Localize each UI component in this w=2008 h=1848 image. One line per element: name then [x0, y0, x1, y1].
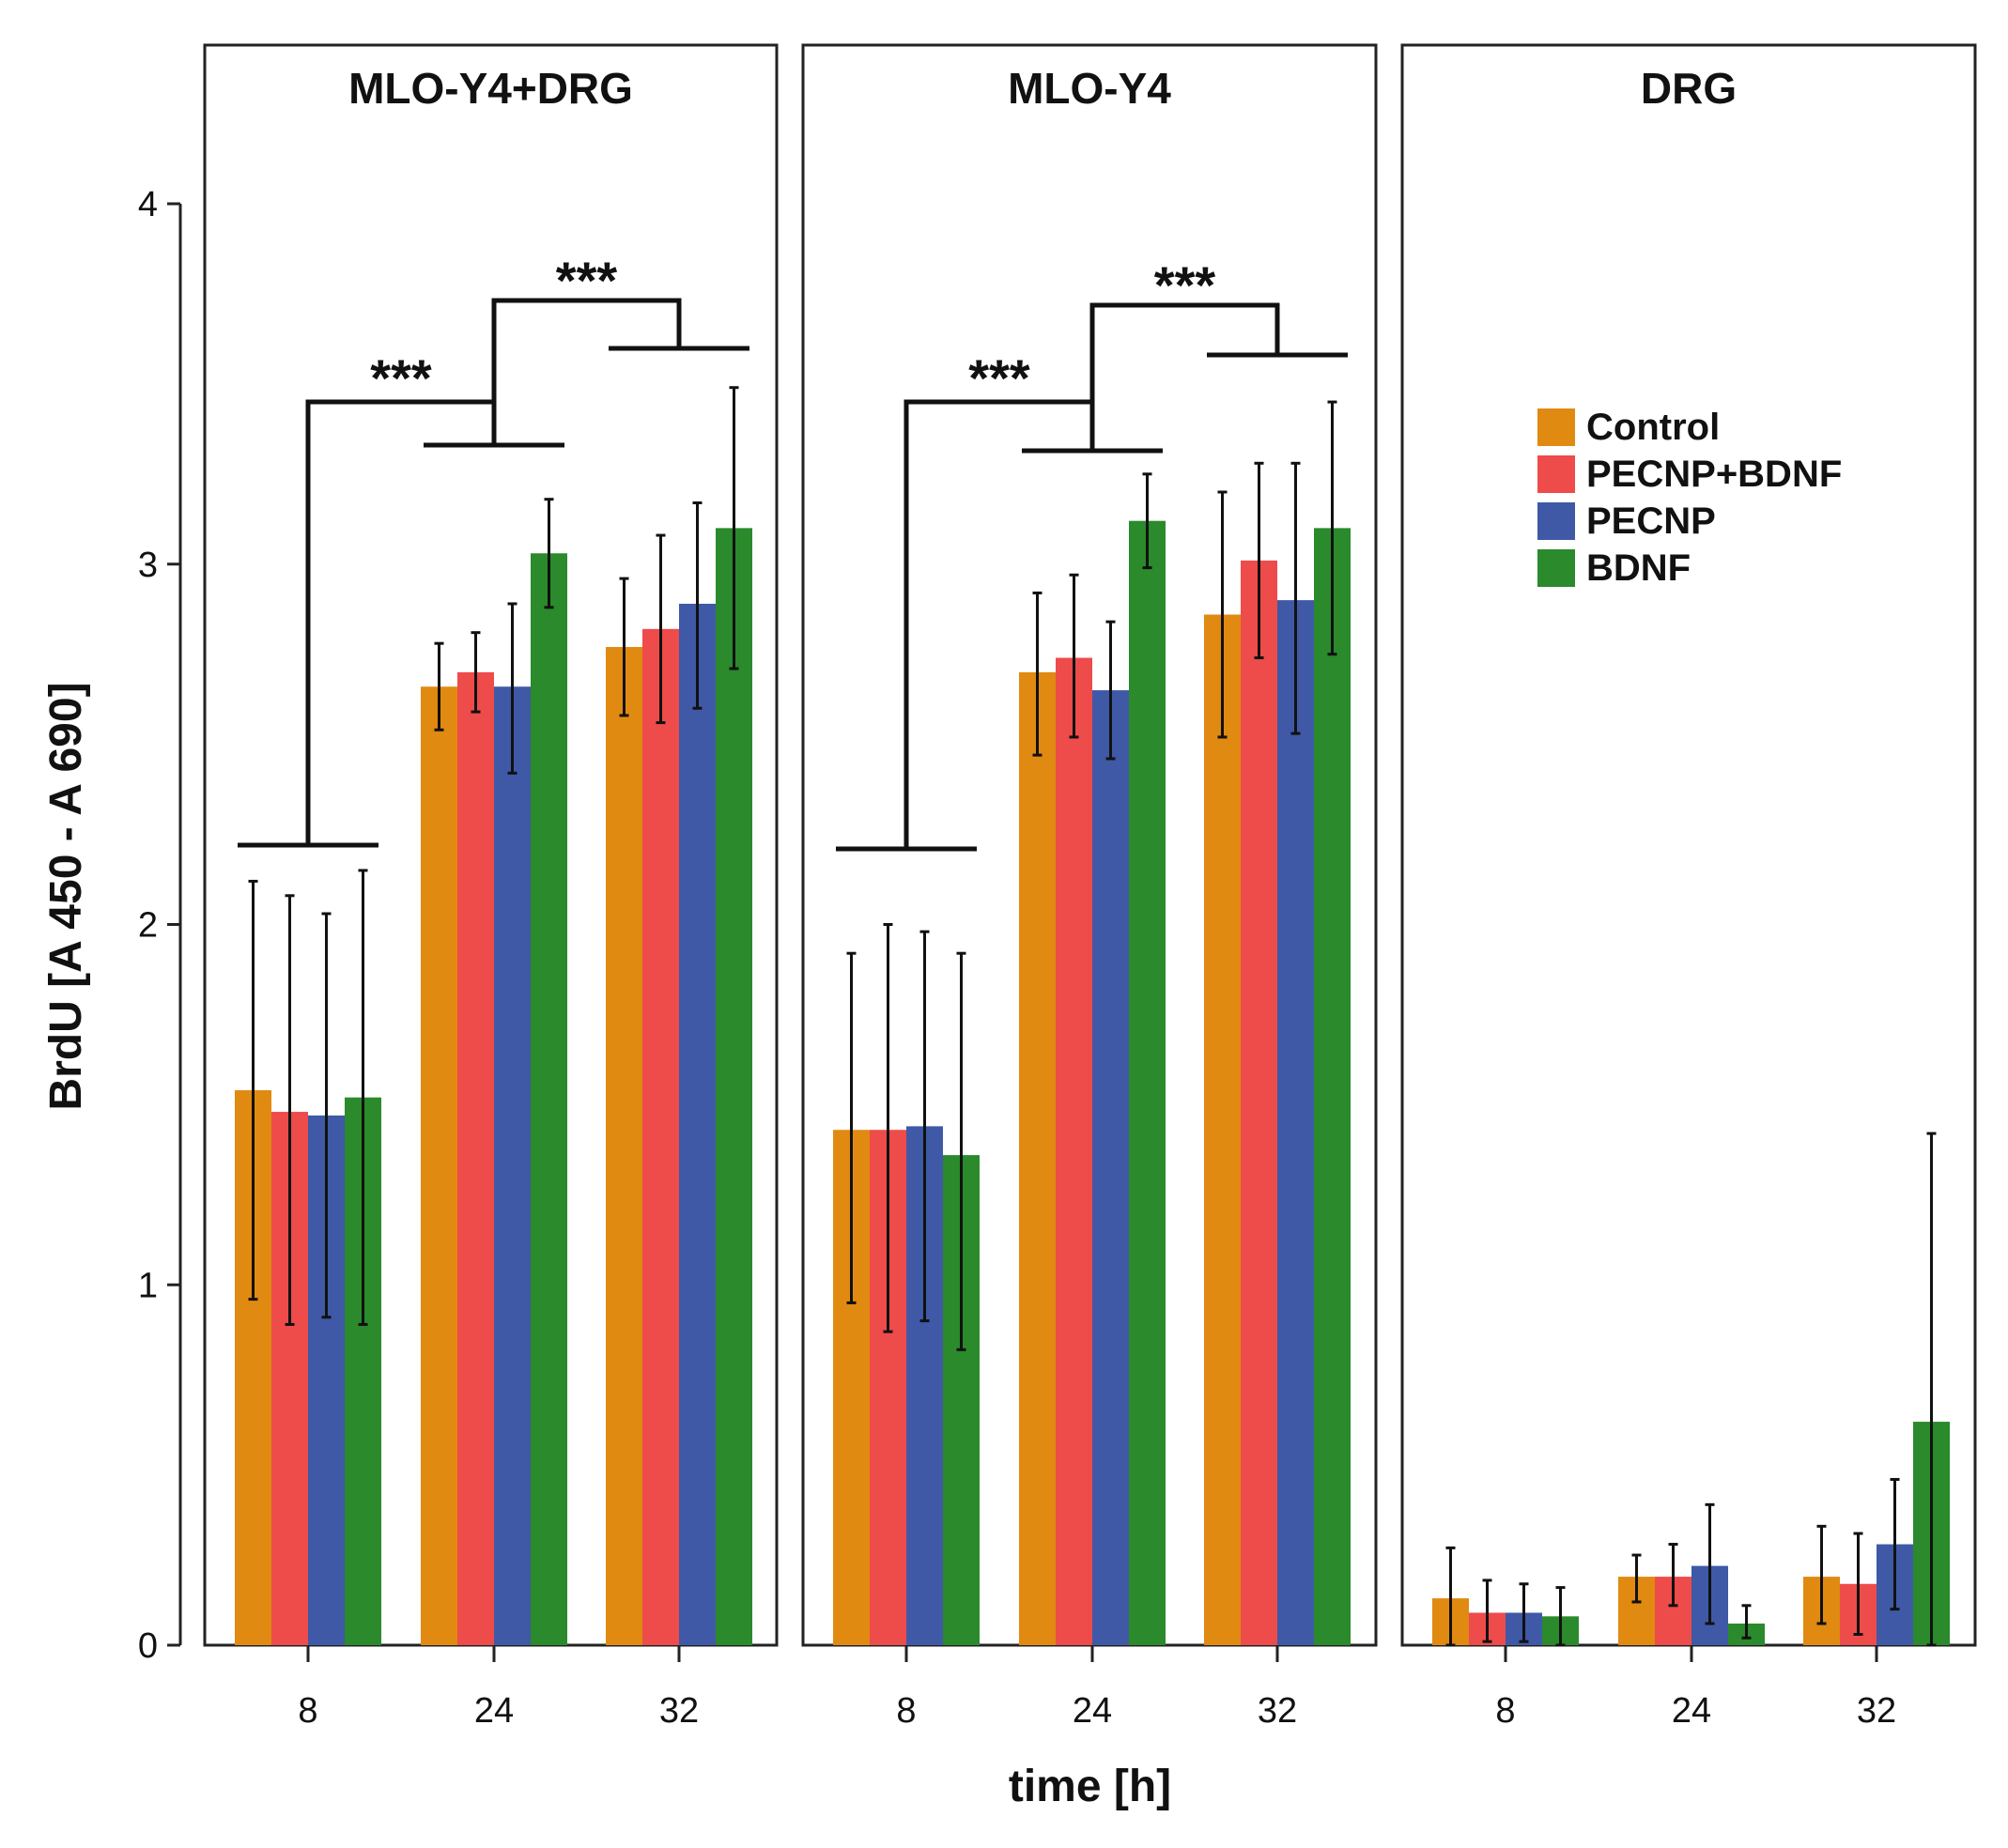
bar-pecnp-bdnf-32: [642, 628, 679, 1646]
y-tick-label: 1: [138, 1266, 158, 1305]
panel-title: DRG: [1641, 64, 1737, 113]
legend-swatch-bdnf: [1537, 549, 1575, 587]
bar-control-24: [421, 686, 457, 1645]
sig-label: ***: [370, 348, 432, 408]
legend-swatch-pecnp: [1537, 502, 1575, 540]
bar-pecnp-24: [1092, 690, 1129, 1645]
bar-control-32: [1204, 614, 1241, 1645]
sig-bracket-8-24: [904, 399, 1092, 849]
sig-bracket-24-32: [491, 298, 682, 445]
sig-bracket-8-24: [305, 399, 494, 845]
bar-control-32: [606, 647, 642, 1646]
y-tick-label: 2: [138, 906, 158, 946]
legend-swatch-control: [1537, 408, 1575, 446]
x-tick-label: 32: [659, 1691, 699, 1731]
bar-bdnf-32: [716, 528, 752, 1645]
x-axis-label: time [h]: [1009, 1762, 1171, 1811]
bar-pecnp-32: [1277, 600, 1314, 1645]
bar-pecnp-bdnf-24: [457, 671, 494, 1645]
bar-control-24: [1019, 671, 1056, 1645]
x-tick-label: 8: [896, 1691, 916, 1731]
x-tick-label: 32: [1258, 1691, 1297, 1731]
y-tick-label: 0: [138, 1626, 158, 1666]
y-axis-label: BrdU [A 450 - A 690]: [41, 682, 91, 1110]
x-tick-label: 32: [1857, 1691, 1896, 1731]
legend-swatch-pecnp-bdnf: [1537, 455, 1575, 493]
legend-label: PECNP: [1586, 500, 1716, 542]
bar-pecnp-24: [494, 686, 531, 1645]
bar-bdnf-32: [1314, 528, 1351, 1645]
legend-label: Control: [1586, 407, 1720, 448]
x-tick-label: 8: [298, 1691, 317, 1731]
x-tick-label: 24: [1672, 1691, 1711, 1731]
sig-label: ***: [1154, 255, 1216, 315]
panel-title: MLO-Y4: [1008, 64, 1171, 113]
y-tick-label: 4: [138, 185, 158, 224]
y-tick-label: 3: [138, 546, 158, 585]
sig-bracket-24-32: [1089, 302, 1280, 451]
x-tick-label: 24: [474, 1691, 514, 1731]
bar-bdnf-24: [1129, 520, 1166, 1646]
legend-label: BDNF: [1586, 547, 1691, 589]
legend-label: PECNP+BDNF: [1586, 454, 1842, 495]
bar-bdnf-24: [531, 553, 567, 1645]
bar-pecnp-32: [679, 603, 716, 1645]
panel-title: MLO-Y4+DRG: [348, 64, 633, 113]
sig-label: ***: [968, 348, 1030, 408]
sig-label: ***: [556, 251, 618, 310]
bar-pecnp-bdnf-32: [1241, 560, 1277, 1645]
x-tick-label: 24: [1073, 1691, 1112, 1731]
bar-pecnp-bdnf-24: [1056, 657, 1092, 1645]
x-tick-label: 8: [1495, 1691, 1515, 1731]
